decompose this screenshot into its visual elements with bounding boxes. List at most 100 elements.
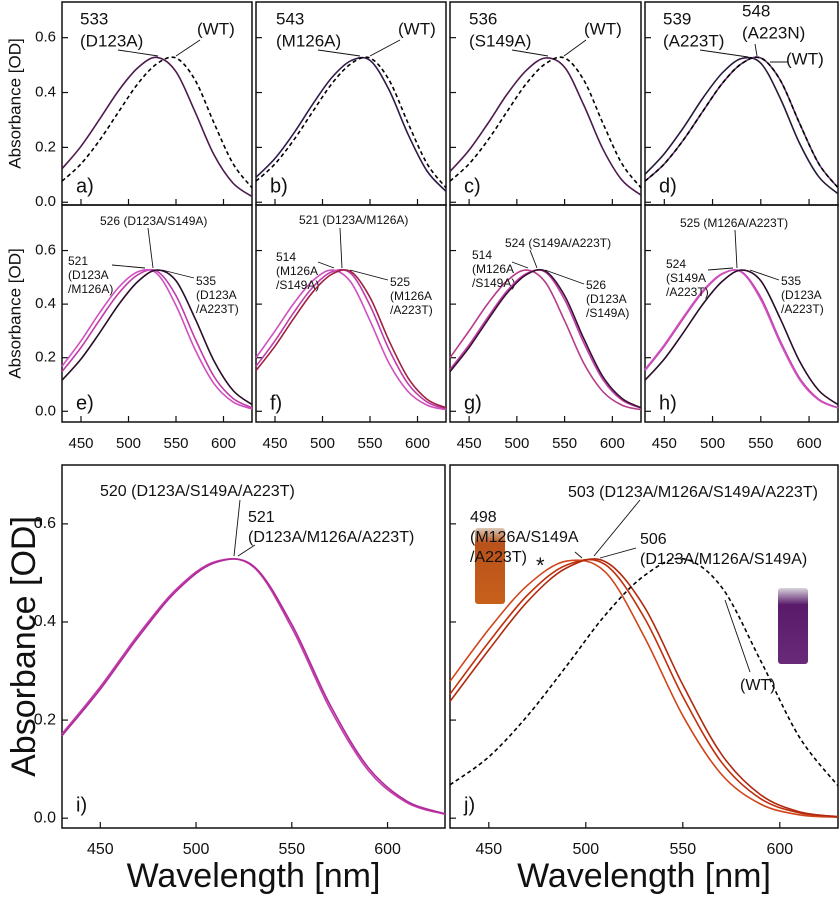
panel-label: j) — [463, 794, 475, 816]
peak-annotation: (D123A/M126A/S149A) — [640, 551, 807, 568]
spectrum-line — [61, 558, 446, 815]
x-tick-label: 600 — [766, 841, 793, 858]
annotation-leader — [754, 43, 758, 57]
peak-annotation: 506 — [640, 531, 667, 548]
peak-annotation: (S149A — [666, 271, 706, 285]
annotation-leader — [511, 49, 549, 57]
peak-annotation: (S149A) — [469, 31, 531, 50]
peak-annotation: (M126A — [390, 289, 432, 303]
y-tick-label: 0.0 — [35, 402, 56, 419]
annotation-leader — [511, 261, 529, 269]
peak-annotation: 536 — [469, 9, 497, 28]
peak-annotation: (D123A — [68, 268, 109, 282]
peak-annotation: 526 (D123A/S149A) — [100, 214, 207, 228]
annotation-leader — [544, 269, 585, 285]
orange-sample-photo — [475, 528, 505, 604]
annotation-leader — [349, 269, 389, 281]
x-tick-label: 450 — [475, 841, 502, 858]
peak-annotation: (D123A — [781, 288, 822, 302]
peak-annotation: (WT) — [398, 19, 436, 38]
panel-frame — [255, 204, 447, 423]
annotation-leader — [111, 264, 146, 269]
panel-label: c) — [464, 175, 481, 197]
panel-label: d) — [659, 175, 677, 197]
y-tick-label: 0.2 — [35, 349, 56, 366]
panel-frame — [449, 464, 839, 829]
peak-annotation: 498 — [470, 509, 497, 526]
y-tick-label: 0.6 — [35, 242, 56, 259]
x-tick-label: 500 — [183, 841, 210, 858]
panel-label: b) — [270, 175, 288, 197]
peak-annotation: 521 — [68, 254, 88, 268]
y-tick-label: 0.6 — [35, 29, 56, 46]
panel-label: h) — [659, 392, 677, 414]
spectrum-line — [449, 558, 839, 818]
spectrum-line — [644, 56, 839, 195]
peak-annotation: (M126A) — [276, 31, 341, 50]
annotation-leader — [599, 547, 637, 559]
peak-annotation: /S149A) — [586, 306, 629, 320]
peak-annotation: 548 — [742, 1, 770, 20]
y-tick-label: 0.4 — [35, 295, 56, 312]
spectrum-line — [449, 557, 839, 787]
peak-annotation: (A223N) — [742, 23, 805, 42]
peak-annotation: 503 (D123A/M126A/S149A/A223T) — [568, 484, 818, 501]
peak-annotation: 526 — [586, 278, 606, 292]
x-axis-label: Wavelength [nm] — [517, 857, 771, 895]
annotation-leader — [574, 551, 583, 559]
peak-annotation: (WT) — [786, 49, 824, 68]
peak-annotation: /A223T) — [781, 302, 824, 316]
annotation-leader — [529, 249, 538, 269]
peak-annotation: (D123A — [586, 292, 627, 306]
annotation-leader — [175, 39, 201, 57]
y-axis-label: Absorbance [OD] — [5, 516, 43, 777]
peak-annotation: 539 — [663, 9, 691, 28]
annotation-leader — [563, 39, 587, 57]
asterisk-note: * — [536, 553, 545, 578]
annotation-leader — [147, 227, 154, 269]
x-tick-label: 500 — [504, 435, 529, 452]
spectrum-line — [644, 56, 839, 189]
x-tick-label: 450 — [457, 435, 482, 452]
peak-annotation: /S149A) — [276, 278, 319, 292]
peak-annotation: (WT) — [197, 19, 235, 38]
spectrum-line — [449, 558, 839, 818]
x-tick-label: 550 — [357, 435, 382, 452]
x-tick-label: 550 — [163, 435, 188, 452]
y-tick-label: 0.2 — [34, 711, 56, 728]
peak-annotation: 543 — [276, 9, 304, 28]
annotation-leader — [593, 499, 641, 557]
peak-annotation: 525 (M126A/A223T) — [680, 216, 788, 230]
spectrum-line — [255, 268, 447, 410]
peak-annotation: 514 — [472, 248, 492, 262]
peak-annotation: 521 (D123A/M126A) — [299, 213, 408, 227]
annotation-leader — [317, 49, 361, 57]
peak-annotation: /A223T) — [390, 303, 433, 317]
x-tick-label: 550 — [552, 435, 577, 452]
spectrum-line — [61, 56, 253, 198]
annotation-leader — [339, 227, 343, 269]
peak-annotation: /A223T) — [196, 302, 239, 316]
peak-annotation: 535 — [781, 274, 801, 288]
annotation-leader — [707, 267, 734, 271]
x-tick-label: 450 — [87, 841, 114, 858]
peak-annotation: (D123A) — [80, 31, 143, 50]
y-tick-label: 0.4 — [35, 83, 56, 100]
spectrum-line — [644, 269, 839, 409]
peak-annotation: 520 (D123A/S149A/A223T) — [100, 483, 295, 500]
annotation-leader — [317, 261, 335, 269]
x-tick-label: 500 — [116, 435, 141, 452]
peak-annotation: /M126A) — [68, 282, 113, 296]
spectrum-line — [449, 559, 839, 818]
peak-annotation: 533 — [80, 9, 108, 28]
panel-label: f) — [270, 392, 282, 414]
spectrum-line — [61, 269, 253, 406]
purple-sample-photo — [778, 588, 808, 664]
spectrum-line — [449, 269, 642, 411]
panel-frame — [644, 204, 839, 423]
spectrum-line — [61, 268, 253, 410]
peak-annotation: 521 — [248, 509, 275, 526]
x-tick-label: 600 — [600, 435, 625, 452]
peak-annotation: /A223T) — [666, 285, 709, 299]
